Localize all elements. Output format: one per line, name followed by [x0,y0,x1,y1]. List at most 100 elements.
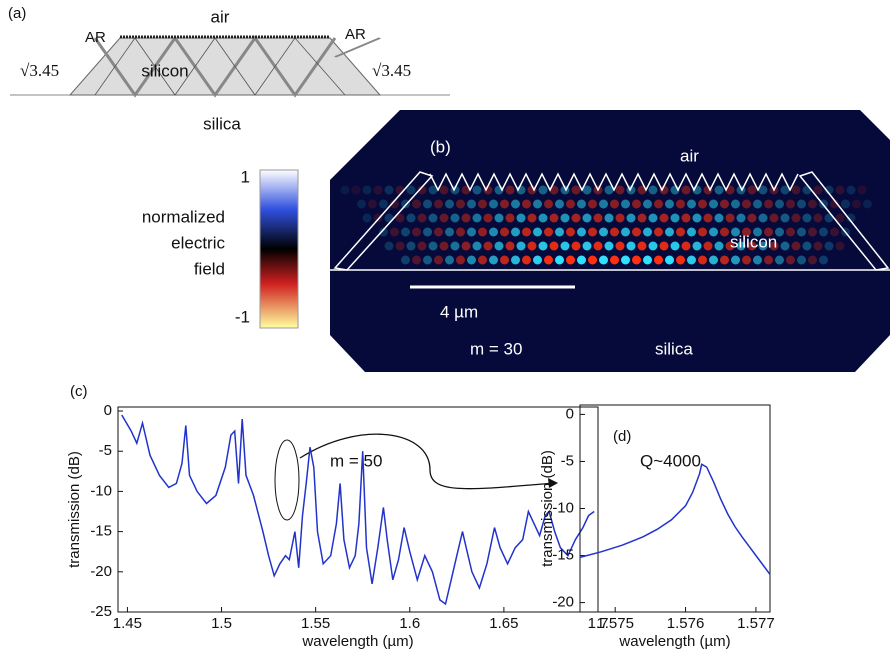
field-lobe [500,227,509,237]
field-lobe [676,199,685,209]
colorbar-title: field [194,259,225,278]
label: silicon [141,61,188,80]
field-lobe [467,199,476,209]
field-lobe [456,255,465,265]
field-lobe [533,227,542,237]
field-lobe [472,241,482,251]
field-lobe [522,227,531,237]
field-lobe [566,227,575,237]
field-lobe [621,227,630,237]
field-lobe [637,241,647,251]
x-axis-label: wavelength (µm) [618,633,730,650]
field-lobe [621,255,630,265]
colorbar [259,169,299,329]
field-lobe [472,185,482,195]
field-lobe [489,255,498,265]
field-lobe [384,241,394,251]
field-lobe [747,213,757,223]
highlight [274,439,300,521]
field-lobe [527,185,537,195]
field-lobe [687,255,696,265]
field-lobe [577,227,586,237]
field-lobe [582,213,592,223]
field-lobe [522,199,531,209]
field-lobe [500,199,509,209]
field-lobe [604,185,614,195]
field-lobe [835,185,845,195]
field-lobe [406,241,416,251]
y-tick-label: -25 [90,603,112,620]
field-lobe [555,255,564,265]
field-lobe [533,255,542,265]
field-lobe [439,213,449,223]
field-lobe [665,199,674,209]
field-lobe [665,227,674,237]
label: √3.45 [20,61,59,80]
field-lobe [472,213,482,223]
field-lobe [808,227,817,237]
field-lobe [362,213,372,223]
field-lobe [813,241,823,251]
field-lobe [764,255,773,265]
field-lobe [780,241,790,251]
field-lobe [368,199,377,209]
field-lobe [610,227,619,237]
field-lobe [632,227,641,237]
field-lobe [412,227,421,237]
field-lobe [428,213,438,223]
field-lobe [791,241,801,251]
label: AR [345,26,366,43]
field-lobe [593,241,603,251]
field-lobe [654,199,663,209]
field-lobe [593,213,603,223]
label: air [211,7,230,26]
field-lobe [725,213,735,223]
field-lobe [670,241,680,251]
y-tick-label: -10 [90,482,112,499]
x-tick-label: 1.6 [399,615,420,632]
field-lobe [362,185,372,195]
field-lobe [808,199,817,209]
y-tick-label: -5 [561,452,574,469]
field-lobe [621,199,630,209]
field-lobe [830,199,839,209]
field-lobe [511,227,520,237]
field-lobe [824,185,834,195]
field-lobe [659,213,669,223]
field-lobe [544,199,553,209]
field-lobe [654,255,663,265]
field-lobe [863,199,872,209]
field-lobe [582,185,592,195]
field-lobe [544,227,553,237]
field-lobe [445,227,454,237]
field-lobe [780,213,790,223]
field-lobe [764,227,773,237]
label: silica [655,339,693,358]
field-lobe [797,227,806,237]
y-tick-label: -15 [90,523,112,540]
field-lobe [560,213,570,223]
field-lobe [758,213,768,223]
ray [93,35,337,98]
field-lobe [681,241,691,251]
field-lobe [538,213,548,223]
x-tick-label: 1.577 [737,615,775,632]
field-lobe [786,255,795,265]
field-lobe [742,199,751,209]
field-lobe [483,213,493,223]
field-lobe [494,241,504,251]
field-lobe [505,185,515,195]
colorbar-min: -1 [235,307,250,326]
field-lobe [566,255,575,265]
field-lobe [500,255,509,265]
ray-out [334,37,381,58]
field-lobe [478,199,487,209]
field-lobe [538,241,548,251]
y-tick-label: -20 [552,594,574,611]
label: √3.45 [372,61,411,80]
field-lobe [720,199,729,209]
field-lobe [736,241,746,251]
field-lobe [747,185,757,195]
y-tick-label: 0 [104,402,112,419]
label: silica [203,114,241,133]
